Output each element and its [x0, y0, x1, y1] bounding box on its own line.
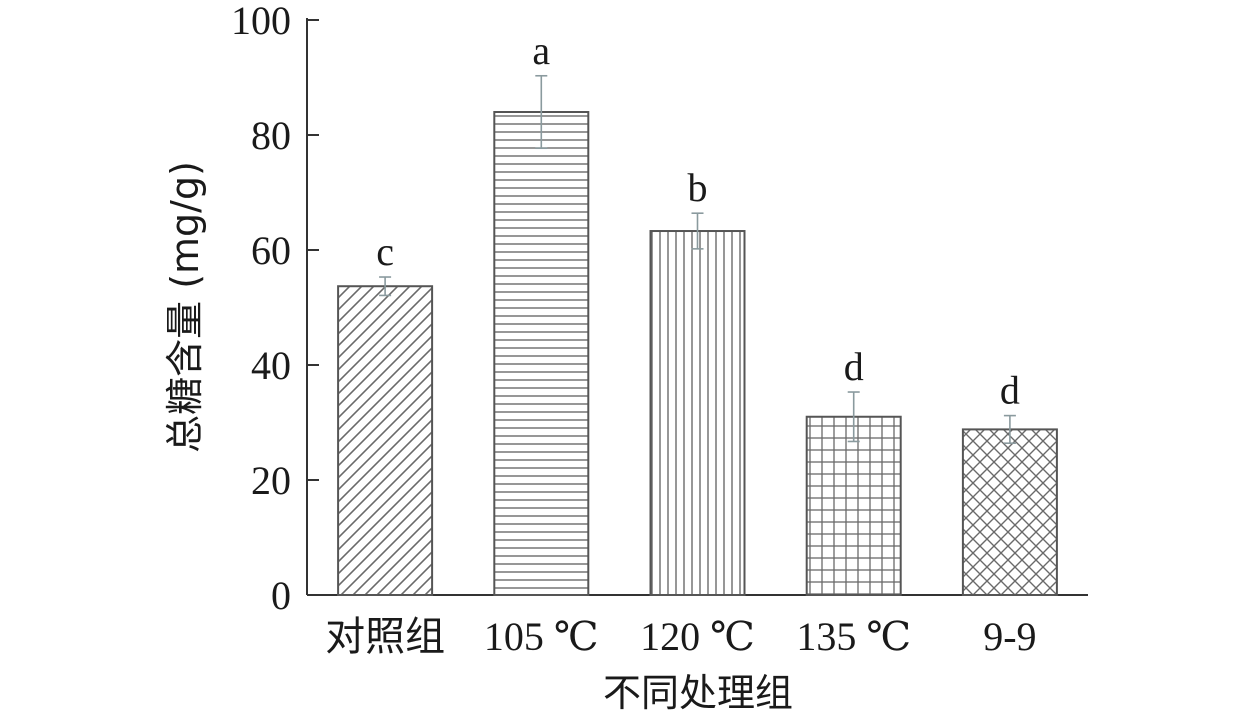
- x-axis-title: 不同处理组: [603, 671, 793, 715]
- significance-label: d: [844, 344, 864, 389]
- x-tick-label: 对照组: [325, 614, 445, 659]
- y-tick-label: 80: [251, 113, 291, 158]
- y-axis-ticks: 0 20 40 60 80 100: [231, 0, 319, 618]
- y-tick-label: 0: [271, 573, 291, 618]
- error-bar: [535, 74, 548, 150]
- error-bar: [379, 276, 392, 297]
- error-bar: [847, 391, 860, 443]
- bar: [961, 428, 1058, 596]
- x-tick-label: 120 ℃: [640, 614, 755, 659]
- bar: [337, 285, 434, 596]
- y-tick-label: 100: [231, 0, 291, 43]
- y-axis-title: 总糖含量 (mg/g): [163, 161, 207, 453]
- significance-label: d: [1000, 368, 1020, 413]
- error-bar: [691, 212, 704, 250]
- significance-label: b: [688, 165, 708, 210]
- y-tick-label: 20: [251, 458, 291, 503]
- x-tick-label: 9-9: [983, 614, 1036, 659]
- error-bar: [1003, 414, 1016, 445]
- category-labels: 对照组 105 ℃ 120 ℃ 135 ℃ 9-9: [325, 614, 1036, 659]
- bar: [649, 230, 746, 596]
- significance-label: a: [532, 28, 550, 73]
- bar: [805, 415, 902, 596]
- y-tick-label: 60: [251, 228, 291, 273]
- significance-label: c: [376, 229, 394, 274]
- y-tick-label: 40: [251, 343, 291, 388]
- x-tick-label: 105 ℃: [484, 614, 599, 659]
- x-tick-label: 135 ℃: [796, 614, 911, 659]
- significance-labels: c a b d d: [376, 28, 1020, 413]
- bars: [337, 111, 1058, 596]
- bar: [493, 111, 590, 596]
- error-bars: [379, 74, 1016, 445]
